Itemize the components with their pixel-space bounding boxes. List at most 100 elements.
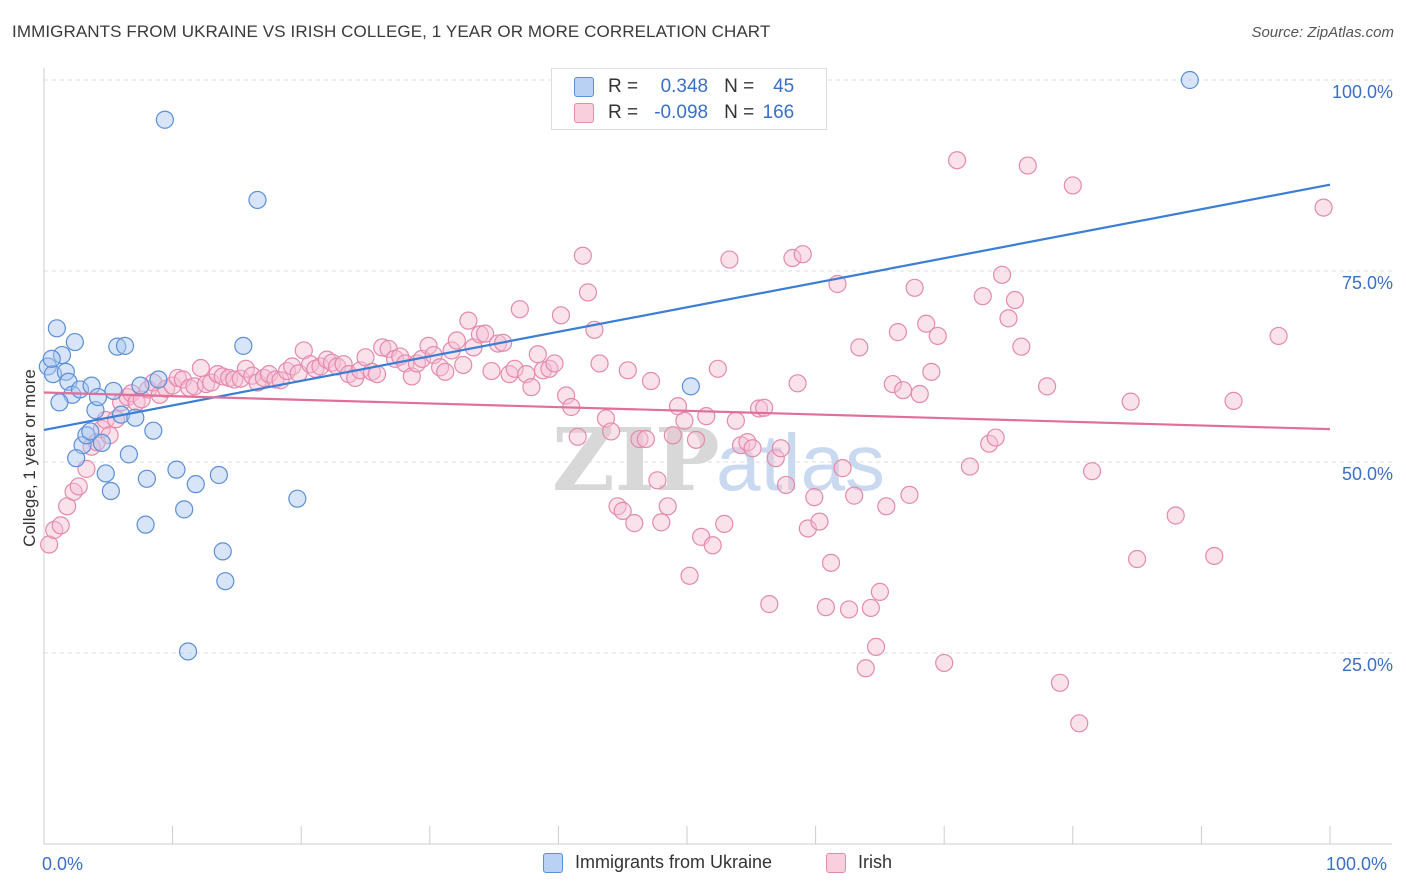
- trend-lines: [43, 183, 1331, 431]
- x-tick-label-max: 100.0%: [1326, 854, 1388, 874]
- ukraine-point: [248, 190, 267, 210]
- irish-point: [1070, 714, 1089, 733]
- legend-swatch-ukraine: [543, 852, 563, 873]
- ukraine-point: [288, 489, 307, 508]
- irish-points: [40, 151, 1333, 733]
- ukraine-point: [115, 336, 135, 355]
- legend-n-label: N =: [724, 76, 755, 97]
- ukraine-point: [88, 387, 108, 407]
- irish-point: [788, 374, 807, 393]
- irish-point: [917, 314, 936, 333]
- ukraine-point: [149, 370, 168, 389]
- series-legend: Immigrants from Ukraine Irish: [0, 852, 1406, 878]
- legend-item-ukraine[interactable]: Immigrants from Ukraine: [543, 852, 772, 873]
- legend-row-ukraine: R = 0.348 N = 45: [574, 75, 794, 99]
- legend-item-irish[interactable]: Irish: [826, 852, 892, 873]
- legend-n-value: 166: [762, 102, 795, 123]
- ukraine-point: [167, 460, 186, 479]
- irish-point: [1205, 546, 1224, 566]
- ukraine-point: [67, 449, 86, 468]
- legend-r-value: -0.098: [654, 102, 709, 123]
- irish-point: [1224, 391, 1243, 410]
- irish-point: [783, 248, 802, 268]
- irish-point: [283, 357, 302, 376]
- irish-point: [850, 338, 869, 357]
- irish-point: [545, 354, 564, 373]
- irish-point: [999, 309, 1018, 328]
- irish-point: [630, 429, 649, 449]
- irish-point: [771, 439, 790, 458]
- irish-point: [810, 512, 829, 531]
- irish-point: [505, 359, 524, 378]
- irish-point: [1037, 377, 1057, 396]
- irish-point: [618, 361, 637, 380]
- irish-point: [877, 497, 896, 516]
- irish-point: [648, 471, 667, 490]
- irish-point: [475, 324, 495, 343]
- irish-point: [636, 429, 655, 449]
- irish-point: [922, 362, 941, 381]
- irish-point: [236, 359, 256, 378]
- legend-swatch-ukraine: [574, 77, 594, 97]
- ukraine-points: [38, 70, 1199, 661]
- irish-point: [625, 514, 644, 533]
- irish-trend-line: [43, 391, 1331, 431]
- irish-point: [1121, 392, 1140, 411]
- watermark-zip: ZIP: [552, 410, 720, 511]
- ukraine-point: [81, 422, 100, 441]
- irish-point: [528, 345, 547, 364]
- irish-point: [1012, 337, 1031, 356]
- irish-point: [905, 278, 924, 297]
- ukraine-point: [209, 465, 228, 485]
- ukraine-point: [144, 421, 163, 440]
- irish-point: [1005, 290, 1025, 310]
- y-tick-label: 50.0%: [1342, 464, 1393, 484]
- ukraine-point: [136, 515, 155, 534]
- x-tick-label-min: 0.0%: [42, 854, 84, 874]
- irish-point: [726, 411, 745, 430]
- ukraine-point: [47, 319, 66, 338]
- irish-point: [482, 361, 501, 381]
- ukraine-point: [101, 481, 120, 501]
- legend-r-label: R =: [608, 102, 639, 123]
- legend-n-value: 45: [773, 76, 795, 97]
- irish-point: [127, 393, 146, 412]
- irish-point: [419, 336, 438, 355]
- irish-point: [793, 245, 812, 264]
- irish-point: [658, 497, 677, 516]
- irish-point: [533, 361, 553, 380]
- chart-title: IMMIGRANTS FROM UKRAINE VS IRISH COLLEGE…: [12, 22, 771, 41]
- irish-point: [845, 486, 864, 505]
- irish-point: [839, 600, 859, 619]
- irish-point: [613, 501, 632, 520]
- irish-point: [1314, 198, 1333, 217]
- irish-point: [1018, 156, 1037, 175]
- legend-r-label: R =: [608, 76, 639, 97]
- irish-point: [986, 428, 1005, 447]
- irish-point: [760, 595, 779, 614]
- irish-point: [1166, 506, 1185, 525]
- irish-point: [652, 513, 671, 532]
- watermark-atlas: atlas: [716, 418, 885, 507]
- ukraine-point: [96, 464, 115, 483]
- legend-swatch-irish: [574, 103, 594, 123]
- irish-point: [373, 338, 392, 357]
- irish-point: [947, 151, 967, 170]
- irish-point: [551, 306, 571, 325]
- ukraine-point: [92, 433, 111, 452]
- irish-point: [888, 323, 908, 342]
- irish-point: [568, 427, 587, 446]
- irish-point: [900, 485, 919, 504]
- irish-point: [866, 637, 886, 656]
- ukraine-point: [131, 376, 150, 395]
- irish-point: [928, 326, 947, 346]
- irish-point: [992, 265, 1012, 284]
- irish-point: [833, 459, 852, 478]
- y-tick-label: 25.0%: [1342, 655, 1393, 675]
- irish-point: [100, 426, 119, 445]
- irish-point: [510, 300, 529, 319]
- irish-point: [861, 598, 880, 618]
- ukraine-trend-line: [43, 183, 1331, 431]
- irish-point: [602, 422, 621, 441]
- ukraine-point: [178, 642, 198, 661]
